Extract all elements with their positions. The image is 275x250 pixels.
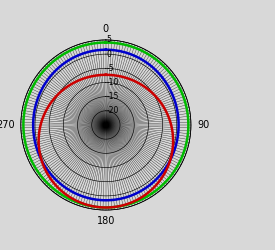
Circle shape: [21, 40, 191, 210]
Text: 0: 0: [107, 50, 112, 58]
Text: 90: 90: [197, 120, 209, 130]
Text: -10: -10: [107, 78, 119, 87]
Text: 5: 5: [107, 36, 112, 44]
Text: -20: -20: [107, 106, 119, 115]
Text: 0: 0: [103, 24, 109, 34]
Text: -5: -5: [107, 64, 114, 73]
Text: -15: -15: [107, 92, 119, 101]
Text: 270: 270: [0, 120, 15, 130]
Text: 180: 180: [97, 216, 115, 226]
